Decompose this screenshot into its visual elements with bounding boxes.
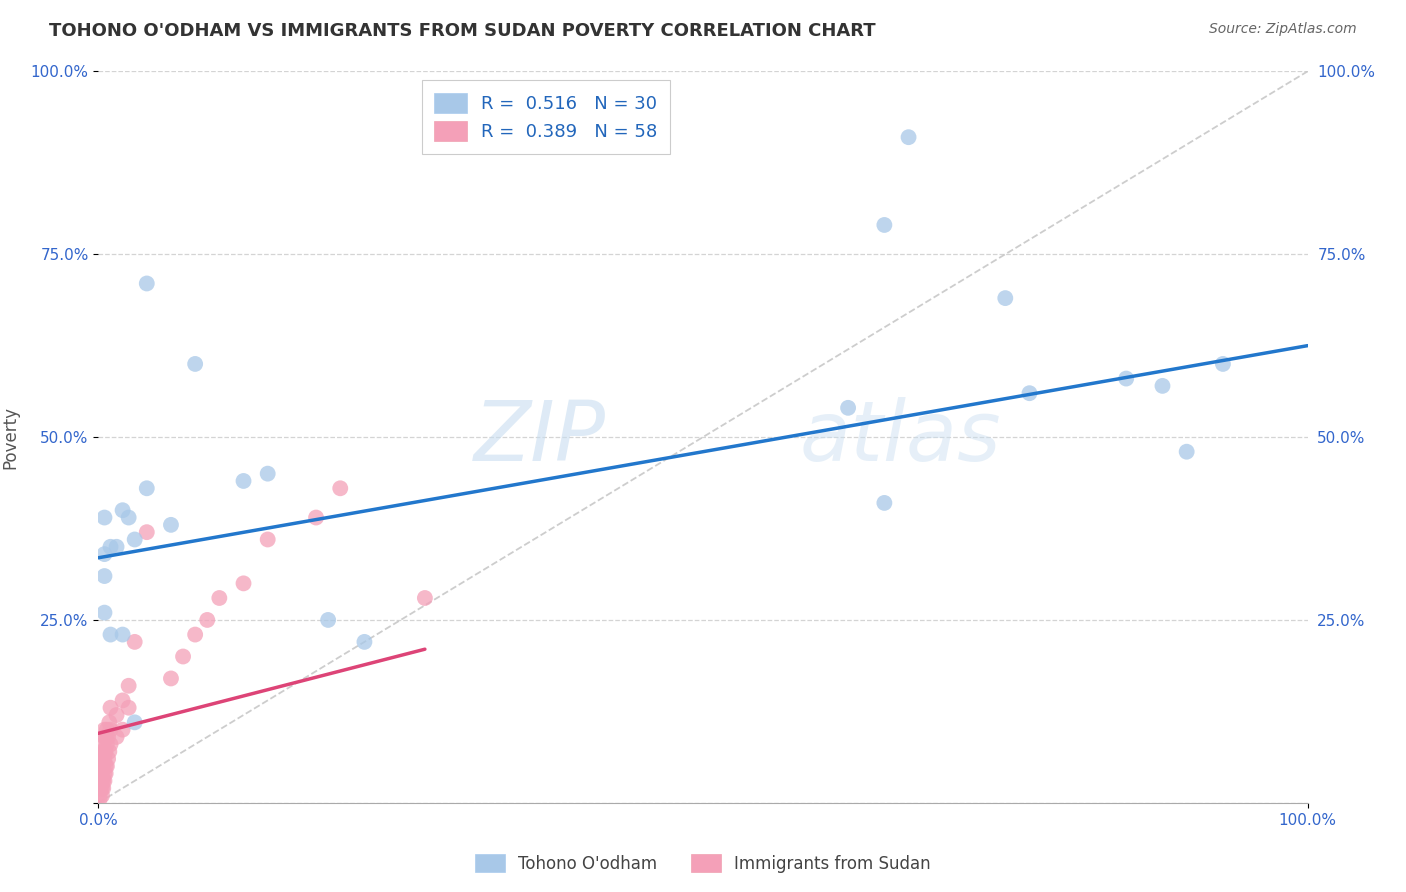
Point [160,672,183,686]
Point [994,291,1017,305]
Point [184,627,207,641]
Point [91,752,114,766]
Point [124,533,146,547]
Point [93,569,115,583]
Point [1115,371,1137,385]
Point [96,737,118,751]
Point [118,510,141,524]
Point [94,730,117,744]
Point [111,503,134,517]
Point [135,525,157,540]
Legend: R =  0.516   N = 30, R =  0.389   N = 58: R = 0.516 N = 30, R = 0.389 N = 58 [422,80,671,153]
Point [93,745,115,759]
Point [93,773,115,788]
Point [91,766,114,780]
Point [1212,357,1234,371]
Point [97,730,120,744]
Point [89,792,111,806]
Point [91,773,114,788]
Point [111,627,134,641]
Point [91,752,114,766]
Legend: Tohono O'odham, Immigrants from Sudan: Tohono O'odham, Immigrants from Sudan [468,847,938,880]
Point [94,745,117,759]
Point [305,510,328,524]
Point [91,759,114,773]
Point [93,723,115,737]
Point [100,540,122,554]
Point [94,759,117,773]
Text: atlas: atlas [800,397,1001,477]
Point [1018,386,1040,401]
Point [100,700,122,714]
Point [97,752,120,766]
Point [135,481,157,495]
Point [98,715,121,730]
Point [873,496,896,510]
Point [111,723,134,737]
Point [1152,379,1174,393]
Point [94,766,117,780]
Point [91,759,114,773]
Point [91,745,114,759]
Point [100,737,122,751]
Point [232,576,254,591]
Point [93,547,115,561]
Point [256,533,278,547]
Point [124,635,146,649]
Point [837,401,859,415]
Y-axis label: Poverty: Poverty [1,406,20,468]
Point [1175,444,1198,458]
Point [105,730,128,744]
Point [118,700,141,714]
Point [105,540,128,554]
Point [96,723,118,737]
Point [98,745,121,759]
Point [93,766,115,780]
Point [184,357,207,371]
Point [90,752,112,766]
Point [96,759,118,773]
Point [897,130,920,145]
Point [91,781,114,796]
Point [873,218,896,232]
Point [93,730,115,744]
Point [111,693,134,707]
Point [91,789,114,803]
Point [208,591,231,605]
Point [90,766,112,780]
Point [124,715,146,730]
Point [90,759,112,773]
Point [105,708,128,723]
Point [118,679,141,693]
Point [93,752,115,766]
Point [93,510,115,524]
Point [135,277,157,291]
Text: Source: ZipAtlas.com: Source: ZipAtlas.com [1209,22,1357,37]
Point [160,517,183,532]
Point [89,781,111,796]
Point [329,481,352,495]
Point [100,723,122,737]
Point [316,613,339,627]
Point [256,467,278,481]
Point [91,773,114,788]
Point [195,613,218,627]
Text: ZIP: ZIP [474,397,606,477]
Point [89,789,111,803]
Point [172,649,194,664]
Point [90,773,112,788]
Point [413,591,436,605]
Text: TOHONO O'ODHAM VS IMMIGRANTS FROM SUDAN POVERTY CORRELATION CHART: TOHONO O'ODHAM VS IMMIGRANTS FROM SUDAN … [49,22,876,40]
Point [90,781,112,796]
Point [93,606,115,620]
Point [232,474,254,488]
Point [100,627,122,641]
Point [353,635,375,649]
Point [91,781,114,796]
Point [91,737,114,751]
